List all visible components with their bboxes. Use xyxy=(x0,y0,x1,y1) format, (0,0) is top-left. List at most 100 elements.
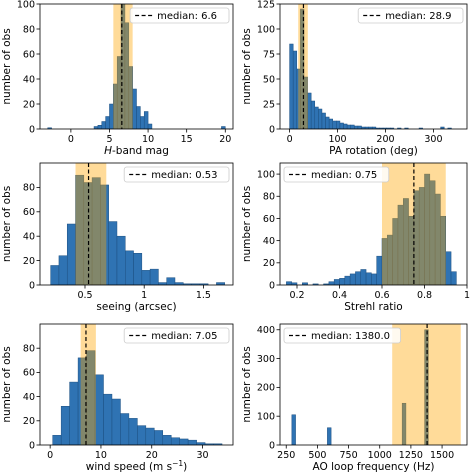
histogram-bar xyxy=(390,127,395,129)
histogram-bar xyxy=(333,279,340,285)
histogram-bar xyxy=(147,123,153,129)
x-tick-label: 5 xyxy=(106,134,112,145)
y-tick-label: 400 xyxy=(257,325,275,336)
histogram-bar xyxy=(94,374,104,445)
y-tick-label: 80 xyxy=(263,192,275,203)
x-axis-label: wind speed (m s−1) xyxy=(86,459,188,473)
legend-label: median: 1380.0 xyxy=(311,331,390,342)
x-tick-label: 1500 xyxy=(430,450,454,461)
histogram-bar xyxy=(336,120,341,129)
histogram-bar xyxy=(447,127,452,129)
histogram-bar xyxy=(344,275,351,285)
y-tick-label: 40 xyxy=(23,232,35,243)
histogram-bar xyxy=(128,418,138,445)
histogram-bar xyxy=(291,282,298,285)
legend-label: median: 6.6 xyxy=(157,11,217,22)
chart-panel-2: 0 100 200 300 0 25 50 75 100 125 PA rotation (deg)… xyxy=(241,0,468,157)
x-tick-label: 20 xyxy=(219,134,231,145)
legend-label: median: 28.9 xyxy=(385,11,451,22)
legend-label: median: 0.75 xyxy=(311,170,377,181)
x-tick-label: 0 xyxy=(287,134,293,145)
histogram-bar xyxy=(133,253,143,285)
chart-panel-1: 0 5 10 15 20 0 20 40 60 80 100 H-band mag number of … xyxy=(1,0,234,157)
y-tick-label: 80 xyxy=(23,24,35,35)
chart-panel-6: 250 500 750 1000 1250 1500 0 100 200 300 400 AO loo… xyxy=(241,323,468,473)
legend-box xyxy=(123,166,230,183)
histogram-bar xyxy=(318,108,323,129)
legend-box xyxy=(123,327,230,344)
histogram-bar xyxy=(310,100,316,129)
y-axis-label: number of obs xyxy=(1,346,13,422)
histogram-bar xyxy=(339,278,346,285)
axes-frame xyxy=(39,323,234,446)
histogram-bar xyxy=(143,111,149,129)
y-tick-label: 80 xyxy=(23,344,35,355)
interval-band xyxy=(113,4,133,129)
histogram-bar xyxy=(154,430,164,445)
histogram-bar xyxy=(132,88,137,129)
y-tick-label: 0 xyxy=(29,124,35,135)
y-tick-label: 100 xyxy=(17,0,35,10)
x-tick-label: 1 xyxy=(464,290,470,301)
interval-band xyxy=(75,163,107,285)
x-tick-label: 0.8 xyxy=(417,290,432,301)
histogram-bar xyxy=(424,329,429,445)
interval-band xyxy=(392,324,461,445)
x-tick-label: 1250 xyxy=(399,450,423,461)
x-tick-label: 300 xyxy=(424,134,442,145)
histogram-bar xyxy=(137,425,147,445)
x-tick-label: 0 xyxy=(68,134,74,145)
x-tick-label: 30 xyxy=(196,450,208,461)
chart-panel-4: 0.2 0.4 0.6 0.8 1 0 20 40 60 80 100 Strehl ratio num… xyxy=(241,162,470,313)
axes-frame xyxy=(279,162,468,286)
histogram-bar xyxy=(357,125,362,129)
histogram-bar xyxy=(109,103,114,129)
x-tick-label: 250 xyxy=(277,450,295,461)
y-tick-label: 200 xyxy=(257,383,275,394)
legend: median: 1380.0 xyxy=(283,327,401,344)
x-tick-label: 100 xyxy=(328,134,346,145)
axes-frame xyxy=(279,3,468,130)
histogram-bar xyxy=(397,127,402,129)
x-axis-label: seeing (arcsec) xyxy=(96,301,176,313)
histogram-bar xyxy=(170,437,180,445)
histogram-bar xyxy=(401,402,407,445)
y-tick-label: 0 xyxy=(29,440,35,451)
y-tick-label: 20 xyxy=(263,258,275,269)
histogram-bar xyxy=(108,221,118,285)
histogram-bar xyxy=(332,120,337,129)
histogram-bar xyxy=(302,282,308,285)
y-tick-label: 75 xyxy=(263,49,275,60)
y-axis-label: number of obs xyxy=(241,346,253,422)
histogram-bar xyxy=(52,435,62,445)
histogram-bar xyxy=(58,255,68,285)
histogram-bar xyxy=(440,126,445,129)
x-tick-label: 10 xyxy=(142,134,154,145)
histogram-bar xyxy=(343,123,348,129)
histogram-bar xyxy=(105,116,110,129)
x-tick-label: 0 xyxy=(47,450,53,461)
axes-frame xyxy=(39,3,234,130)
histogram-bar xyxy=(450,271,457,285)
histogram-bar xyxy=(141,270,151,285)
legend: median: 6.6 xyxy=(129,7,230,24)
legend-box xyxy=(129,7,230,24)
histogram-bar xyxy=(103,393,113,445)
histogram-bar xyxy=(179,438,189,445)
plot-area xyxy=(47,4,226,129)
plot-area xyxy=(286,163,457,285)
x-tick-label: 20 xyxy=(146,450,158,461)
y-tick-label: 20 xyxy=(23,99,35,110)
y-tick-label: 50 xyxy=(263,74,275,85)
x-tick-label: 1000 xyxy=(368,450,392,461)
histogram-bar xyxy=(162,435,172,445)
histogram-bar xyxy=(321,112,326,129)
y-tick-label: 40 xyxy=(263,236,275,247)
y-tick-label: 0 xyxy=(29,280,35,291)
x-axis-label: PA rotation (deg) xyxy=(329,145,418,157)
legend-box xyxy=(283,166,390,183)
y-tick-label: 300 xyxy=(257,354,275,365)
histogram-bar xyxy=(404,127,409,129)
histogram-bar xyxy=(60,406,70,445)
